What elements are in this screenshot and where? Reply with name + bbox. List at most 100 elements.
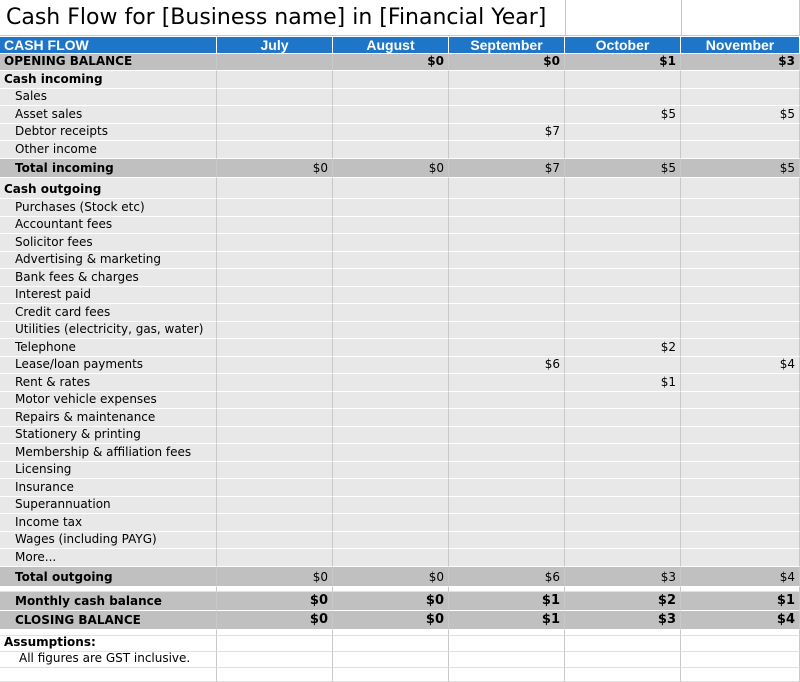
value-cell[interactable] — [449, 426, 565, 445]
header-month-august[interactable]: August — [333, 37, 449, 54]
value-cell[interactable] — [565, 444, 681, 462]
value-cell[interactable] — [565, 356, 681, 375]
value-cell[interactable] — [681, 269, 800, 287]
value-cell[interactable] — [217, 514, 333, 532]
value-cell[interactable]: $3 — [565, 567, 681, 587]
value-cell[interactable] — [565, 269, 681, 287]
empty-cell[interactable] — [565, 668, 681, 682]
empty-cell[interactable] — [565, 178, 681, 199]
empty-cell[interactable] — [449, 178, 565, 199]
value-cell[interactable] — [565, 496, 681, 515]
empty-cell[interactable] — [565, 636, 681, 652]
row-label[interactable]: Utilities (electricity, gas, water) — [0, 321, 217, 340]
empty-cell[interactable] — [217, 636, 333, 652]
value-cell[interactable]: $2 — [565, 592, 681, 611]
value-cell[interactable] — [217, 251, 333, 270]
value-cell[interactable] — [681, 141, 800, 159]
row-label[interactable]: Other income — [0, 141, 217, 159]
value-cell[interactable]: $0 — [217, 611, 333, 630]
value-cell[interactable] — [449, 531, 565, 550]
row-label[interactable]: Purchases (Stock etc) — [0, 199, 217, 217]
value-cell[interactable] — [217, 496, 333, 515]
row-label[interactable]: Asset sales — [0, 106, 217, 124]
value-cell[interactable] — [449, 89, 565, 106]
value-cell[interactable] — [217, 141, 333, 159]
value-cell[interactable] — [333, 496, 449, 515]
value-cell[interactable] — [217, 199, 333, 217]
empty-cell[interactable] — [333, 636, 449, 652]
value-cell[interactable] — [333, 89, 449, 106]
row-label[interactable]: Superannuation — [0, 496, 217, 515]
empty-cell[interactable] — [681, 668, 800, 682]
value-cell[interactable] — [217, 549, 333, 567]
empty-cell[interactable] — [449, 668, 565, 682]
value-cell[interactable]: $6 — [449, 356, 565, 375]
value-cell[interactable] — [565, 251, 681, 270]
value-cell[interactable] — [333, 426, 449, 445]
value-cell[interactable] — [449, 304, 565, 322]
value-cell[interactable] — [449, 514, 565, 532]
value-cell[interactable] — [565, 479, 681, 497]
value-cell[interactable] — [681, 321, 800, 340]
value-cell[interactable] — [449, 141, 565, 159]
value-cell[interactable] — [565, 199, 681, 217]
value-cell[interactable] — [333, 461, 449, 480]
value-cell[interactable] — [681, 339, 800, 357]
value-cell[interactable] — [217, 531, 333, 550]
value-cell[interactable] — [449, 321, 565, 340]
header-month-july[interactable]: July — [217, 37, 333, 54]
value-cell[interactable] — [333, 514, 449, 532]
row-label[interactable]: CLOSING BALANCE — [0, 611, 217, 630]
header-month-november[interactable]: November — [681, 37, 800, 54]
value-cell[interactable] — [681, 409, 800, 427]
value-cell[interactable]: $0 — [333, 592, 449, 611]
row-label[interactable]: Monthly cash balance — [0, 592, 217, 611]
row-label[interactable]: Solicitor fees — [0, 234, 217, 252]
value-cell[interactable]: $1 — [681, 592, 800, 611]
value-cell[interactable]: $0 — [333, 159, 449, 178]
value-cell[interactable] — [217, 54, 333, 71]
value-cell[interactable] — [449, 409, 565, 427]
row-label[interactable]: OPENING BALANCE — [0, 54, 217, 71]
empty-cell[interactable] — [217, 668, 333, 682]
empty-cell[interactable] — [333, 71, 449, 89]
empty-cell[interactable] — [217, 178, 333, 199]
value-cell[interactable] — [449, 479, 565, 497]
value-cell[interactable] — [681, 496, 800, 515]
value-cell[interactable]: $0 — [333, 567, 449, 587]
value-cell[interactable] — [565, 124, 681, 141]
value-cell[interactable] — [333, 251, 449, 270]
row-label[interactable]: Wages (including PAYG) — [0, 531, 217, 550]
value-cell[interactable] — [681, 234, 800, 252]
value-cell[interactable] — [681, 426, 800, 445]
value-cell[interactable] — [333, 124, 449, 141]
value-cell[interactable]: $3 — [565, 611, 681, 630]
row-label[interactable]: Rent & rates — [0, 374, 217, 392]
value-cell[interactable] — [681, 479, 800, 497]
value-cell[interactable] — [333, 356, 449, 375]
value-cell[interactable] — [333, 549, 449, 567]
row-label[interactable]: Telephone — [0, 339, 217, 357]
empty-cell[interactable] — [681, 71, 800, 89]
section-label[interactable]: Cash outgoing — [0, 178, 217, 199]
row-label[interactable]: Bank fees & charges — [0, 269, 217, 287]
value-cell[interactable] — [333, 409, 449, 427]
row-label[interactable]: Total outgoing — [0, 567, 217, 587]
value-cell[interactable] — [217, 269, 333, 287]
row-label[interactable]: Interest paid — [0, 286, 217, 305]
value-cell[interactable]: $0 — [217, 159, 333, 178]
empty-cell[interactable] — [566, 0, 682, 36]
value-cell[interactable] — [333, 391, 449, 410]
value-cell[interactable] — [333, 269, 449, 287]
row-label[interactable]: Lease/loan payments — [0, 356, 217, 375]
value-cell[interactable]: $5 — [565, 106, 681, 124]
value-cell[interactable] — [333, 286, 449, 305]
assumptions-label[interactable]: Assumptions: — [0, 636, 217, 652]
value-cell[interactable] — [217, 444, 333, 462]
value-cell[interactable]: $1 — [565, 374, 681, 392]
value-cell[interactable] — [565, 89, 681, 106]
value-cell[interactable] — [333, 321, 449, 340]
empty-cell[interactable] — [681, 178, 800, 199]
value-cell[interactable] — [681, 531, 800, 550]
empty-cell[interactable] — [449, 652, 565, 668]
